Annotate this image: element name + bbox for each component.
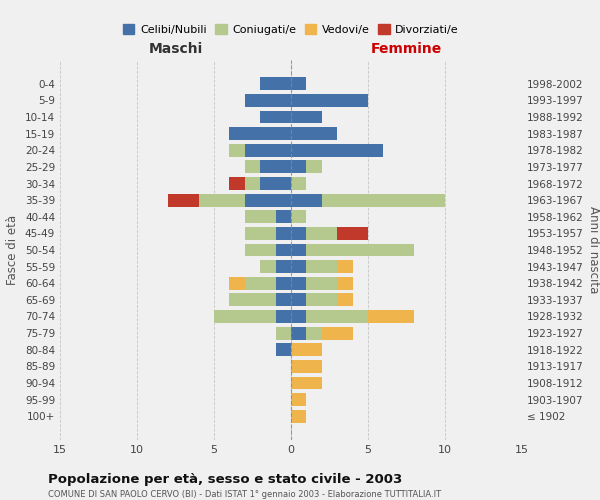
- Bar: [368, 310, 414, 323]
- Bar: [307, 227, 337, 240]
- Bar: [260, 160, 291, 173]
- Bar: [245, 227, 275, 240]
- Bar: [260, 177, 291, 190]
- Bar: [275, 310, 291, 323]
- Bar: [260, 78, 291, 90]
- Bar: [275, 260, 291, 273]
- Bar: [214, 310, 275, 323]
- Bar: [245, 277, 275, 289]
- Bar: [245, 210, 275, 223]
- Bar: [245, 94, 291, 107]
- Bar: [291, 144, 383, 156]
- Bar: [291, 294, 307, 306]
- Bar: [275, 326, 291, 340]
- Bar: [291, 94, 368, 107]
- Bar: [229, 127, 291, 140]
- Bar: [199, 194, 245, 206]
- Bar: [291, 310, 307, 323]
- Bar: [168, 194, 199, 206]
- Bar: [291, 277, 307, 289]
- Bar: [229, 144, 245, 156]
- Bar: [275, 294, 291, 306]
- Legend: Celibi/Nubili, Coniugati/e, Vedovi/e, Divorziati/e: Celibi/Nubili, Coniugati/e, Vedovi/e, Di…: [119, 20, 463, 40]
- Bar: [275, 277, 291, 289]
- Bar: [291, 260, 307, 273]
- Bar: [260, 110, 291, 124]
- Y-axis label: Anni di nascita: Anni di nascita: [587, 206, 600, 294]
- Bar: [291, 78, 307, 90]
- Bar: [291, 244, 307, 256]
- Bar: [291, 410, 307, 422]
- Bar: [229, 294, 275, 306]
- Bar: [275, 244, 291, 256]
- Bar: [291, 194, 322, 206]
- Bar: [307, 310, 368, 323]
- Text: COMUNE DI SAN PAOLO CERVO (BI) - Dati ISTAT 1° gennaio 2003 - Elaborazione TUTTI: COMUNE DI SAN PAOLO CERVO (BI) - Dati IS…: [48, 490, 441, 499]
- Bar: [291, 177, 307, 190]
- Bar: [229, 177, 245, 190]
- Text: Popolazione per età, sesso e stato civile - 2003: Popolazione per età, sesso e stato civil…: [48, 472, 402, 486]
- Text: Femmine: Femmine: [371, 42, 442, 56]
- Bar: [291, 210, 307, 223]
- Y-axis label: Fasce di età: Fasce di età: [7, 215, 19, 285]
- Text: Maschi: Maschi: [148, 42, 203, 56]
- Bar: [245, 244, 275, 256]
- Bar: [275, 210, 291, 223]
- Bar: [245, 160, 260, 173]
- Bar: [337, 227, 368, 240]
- Bar: [291, 110, 322, 124]
- Bar: [307, 294, 337, 306]
- Bar: [245, 144, 291, 156]
- Bar: [291, 227, 307, 240]
- Bar: [291, 376, 322, 390]
- Bar: [275, 344, 291, 356]
- Bar: [245, 177, 260, 190]
- Bar: [260, 260, 275, 273]
- Bar: [245, 194, 291, 206]
- Bar: [275, 227, 291, 240]
- Bar: [291, 160, 307, 173]
- Bar: [229, 277, 245, 289]
- Bar: [291, 127, 337, 140]
- Bar: [307, 326, 322, 340]
- Bar: [337, 294, 353, 306]
- Bar: [337, 277, 353, 289]
- Bar: [291, 344, 322, 356]
- Bar: [291, 360, 322, 373]
- Bar: [322, 326, 353, 340]
- Bar: [291, 326, 307, 340]
- Bar: [291, 393, 307, 406]
- Bar: [307, 160, 322, 173]
- Bar: [337, 260, 353, 273]
- Bar: [307, 277, 337, 289]
- Bar: [307, 260, 337, 273]
- Bar: [307, 244, 414, 256]
- Bar: [322, 194, 445, 206]
